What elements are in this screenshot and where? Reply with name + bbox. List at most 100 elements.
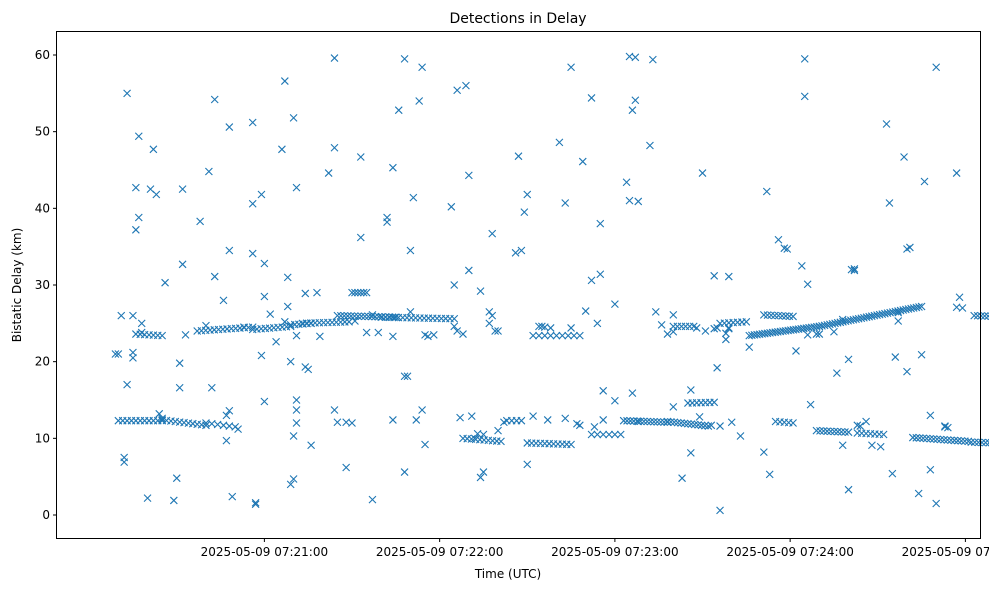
data-point-470 bbox=[114, 350, 123, 358]
data-point-554 bbox=[348, 419, 356, 427]
data-point-685 bbox=[797, 261, 806, 270]
x-tick-label-2: 2025-05-09 07:23:00 bbox=[551, 545, 678, 559]
data-point-495 bbox=[175, 383, 184, 392]
data-point-157 bbox=[611, 430, 619, 439]
data-point-654 bbox=[669, 327, 678, 336]
data-point-704 bbox=[862, 417, 870, 426]
data-point-609 bbox=[514, 152, 523, 161]
data-point-561 bbox=[374, 328, 383, 337]
data-point-292 bbox=[826, 427, 835, 436]
data-point-699 bbox=[847, 265, 856, 274]
data-point-559 bbox=[368, 311, 377, 319]
data-point-161 bbox=[626, 417, 635, 425]
data-point-697 bbox=[844, 485, 853, 494]
data-point-169 bbox=[653, 417, 662, 426]
data-point-178 bbox=[680, 419, 689, 428]
data-point-551 bbox=[333, 418, 342, 427]
data-point-175 bbox=[670, 418, 679, 427]
data-point-290 bbox=[819, 427, 828, 435]
data-point-583 bbox=[447, 202, 456, 211]
data-point-677 bbox=[745, 343, 754, 351]
data-point-648 bbox=[646, 141, 654, 150]
data-point-504 bbox=[210, 95, 219, 104]
data-point-553 bbox=[342, 463, 351, 472]
data-point-647 bbox=[634, 417, 643, 426]
data-point-522 bbox=[260, 259, 269, 268]
data-point-596 bbox=[476, 287, 485, 296]
data-point-716 bbox=[906, 243, 914, 252]
data-point-720 bbox=[926, 465, 935, 474]
data-point-279 bbox=[778, 311, 786, 320]
data-point-686 bbox=[800, 54, 809, 63]
data-point-637 bbox=[611, 396, 619, 405]
data-point-173 bbox=[663, 417, 672, 426]
data-point-642 bbox=[628, 389, 637, 397]
data-point-605 bbox=[494, 327, 502, 335]
x-axis-label: Time (UTC) bbox=[474, 567, 541, 581]
data-point-513 bbox=[240, 323, 248, 332]
x-tick-label-4: 2025-05-09 07:25:00 bbox=[902, 545, 989, 559]
data-point-93 bbox=[388, 313, 397, 321]
data-point-147 bbox=[546, 331, 555, 340]
data-point-539 bbox=[292, 183, 301, 192]
data-point-535 bbox=[289, 113, 298, 122]
data-point-503 bbox=[210, 272, 219, 281]
data-point-641 bbox=[625, 196, 634, 205]
data-point-154 bbox=[593, 430, 602, 439]
data-point-599 bbox=[479, 430, 488, 439]
data-point-145 bbox=[535, 331, 543, 340]
data-point-114 bbox=[351, 288, 359, 297]
data-point-112 bbox=[450, 314, 459, 323]
data-point-338 bbox=[977, 312, 986, 320]
data-point-80 bbox=[343, 312, 352, 320]
data-point-492 bbox=[169, 496, 178, 505]
data-point-321 bbox=[964, 437, 973, 446]
data-point-710 bbox=[891, 353, 900, 361]
data-point-628 bbox=[581, 307, 590, 315]
data-point-695 bbox=[838, 315, 847, 324]
data-point-480 bbox=[131, 225, 140, 234]
data-point-156 bbox=[605, 430, 613, 439]
data-point-312 bbox=[933, 435, 941, 444]
data-point-541 bbox=[301, 289, 310, 298]
data-point-485 bbox=[143, 494, 152, 503]
data-point-474 bbox=[123, 89, 131, 98]
data-point-581 bbox=[424, 332, 432, 341]
data-point-729 bbox=[955, 293, 964, 302]
x-axis: 2025-05-09 07:21:00 2025-05-09 07:22:00 20… bbox=[201, 538, 989, 559]
data-point-652 bbox=[663, 330, 672, 338]
data-point-506 bbox=[222, 436, 231, 445]
data-point-274 bbox=[759, 311, 768, 319]
data-point-529 bbox=[283, 273, 292, 282]
data-point-316 bbox=[947, 436, 955, 445]
data-point-649 bbox=[648, 55, 657, 64]
data-point-723 bbox=[932, 63, 941, 72]
data-point-717 bbox=[914, 489, 923, 498]
data-point-152 bbox=[575, 331, 584, 340]
data-point-623 bbox=[567, 63, 575, 72]
data-point-144 bbox=[529, 331, 537, 340]
x-tick-label-0: 2025-05-09 07:21:00 bbox=[201, 545, 328, 559]
data-point-662 bbox=[701, 327, 710, 335]
data-point-664 bbox=[710, 324, 719, 333]
data-point-594 bbox=[470, 434, 479, 443]
data-point-471 bbox=[117, 311, 126, 320]
data-point-277 bbox=[770, 311, 779, 320]
data-point-323 bbox=[970, 438, 979, 447]
data-point-587 bbox=[453, 327, 462, 335]
y-tick-label-6: 60 bbox=[35, 48, 50, 62]
data-point-702 bbox=[853, 421, 862, 430]
data-point-721 bbox=[926, 411, 935, 420]
data-point-675 bbox=[727, 418, 736, 427]
data-point-523 bbox=[260, 292, 269, 301]
data-point-709 bbox=[888, 469, 897, 478]
data-point-205 bbox=[742, 317, 751, 326]
data-point-151 bbox=[570, 331, 578, 340]
data-point-296 bbox=[841, 428, 849, 436]
data-point-533 bbox=[289, 475, 298, 483]
data-point-713 bbox=[900, 153, 908, 161]
y-axis-label: Bistatic Delay (km) bbox=[10, 228, 24, 343]
data-point-586 bbox=[453, 86, 462, 95]
data-point-508 bbox=[225, 406, 234, 415]
